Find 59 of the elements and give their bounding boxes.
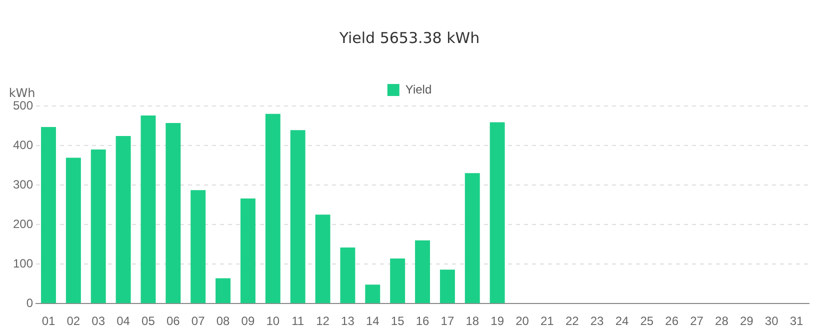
x-tick-label: 16 <box>416 314 430 328</box>
x-tick-label: 06 <box>166 314 180 328</box>
bar <box>290 130 306 304</box>
x-tick-label: 26 <box>665 314 679 328</box>
bar <box>240 198 256 304</box>
x-tick-label: 12 <box>316 314 330 328</box>
x-tick-label: 21 <box>540 314 554 328</box>
x-tick-label: 15 <box>390 314 405 328</box>
bar <box>490 122 505 304</box>
x-tick-label: 22 <box>565 314 580 328</box>
x-tick-label: 18 <box>466 314 480 328</box>
y-tick-label: 500 <box>12 98 34 112</box>
x-tick-label: 29 <box>740 314 754 328</box>
bar <box>90 149 106 304</box>
bar <box>464 173 480 304</box>
bar <box>340 247 356 304</box>
x-tick-label: 08 <box>216 314 230 328</box>
chart-title: Yield 5653.38 kWh <box>338 28 480 47</box>
bar <box>190 190 206 304</box>
bar <box>140 115 156 304</box>
y-tick-label: 300 <box>12 177 34 192</box>
bar <box>166 122 181 304</box>
x-tick-label: 05 <box>142 314 156 328</box>
bar <box>116 136 131 304</box>
bar <box>265 114 280 304</box>
x-tick-label: 31 <box>790 314 804 328</box>
y-tick-label: 400 <box>12 138 34 152</box>
x-tick-label: 10 <box>266 314 280 328</box>
x-tick-label: 28 <box>715 314 729 328</box>
bar <box>365 284 380 304</box>
x-tick-label: 23 <box>590 314 604 328</box>
x-tick-label: 02 <box>66 314 80 328</box>
y-tick-label: 200 <box>12 216 34 231</box>
x-tick-label: 25 <box>640 314 654 328</box>
bar <box>216 278 231 304</box>
x-tick-label: 11 <box>292 314 304 328</box>
x-tick-label: 09 <box>241 314 255 328</box>
y-axis-title: kWh <box>8 86 36 100</box>
bar <box>315 214 330 304</box>
bar <box>390 258 406 304</box>
y-tick-label: 100 <box>12 256 34 270</box>
x-tick-label: 03 <box>92 314 106 328</box>
x-tick-label: 27 <box>690 314 704 328</box>
x-tick-label: 30 <box>764 314 779 328</box>
x-tick-label: 13 <box>341 314 355 328</box>
bar <box>41 126 56 304</box>
x-tick-label: 01 <box>42 314 56 328</box>
y-tick-label: 0 <box>26 296 34 310</box>
legend-label: Yield <box>405 82 432 96</box>
x-tick-label: 07 <box>191 314 206 328</box>
x-tick-label: 20 <box>516 314 530 328</box>
bar <box>415 240 430 304</box>
bar <box>66 158 81 304</box>
x-tick-label: 19 <box>490 314 504 328</box>
x-tick-label: 17 <box>440 314 454 328</box>
x-tick-label: 14 <box>366 314 380 328</box>
x-tick-label: 04 <box>116 314 130 328</box>
x-tick-label: 24 <box>615 314 629 328</box>
bar <box>440 270 455 304</box>
